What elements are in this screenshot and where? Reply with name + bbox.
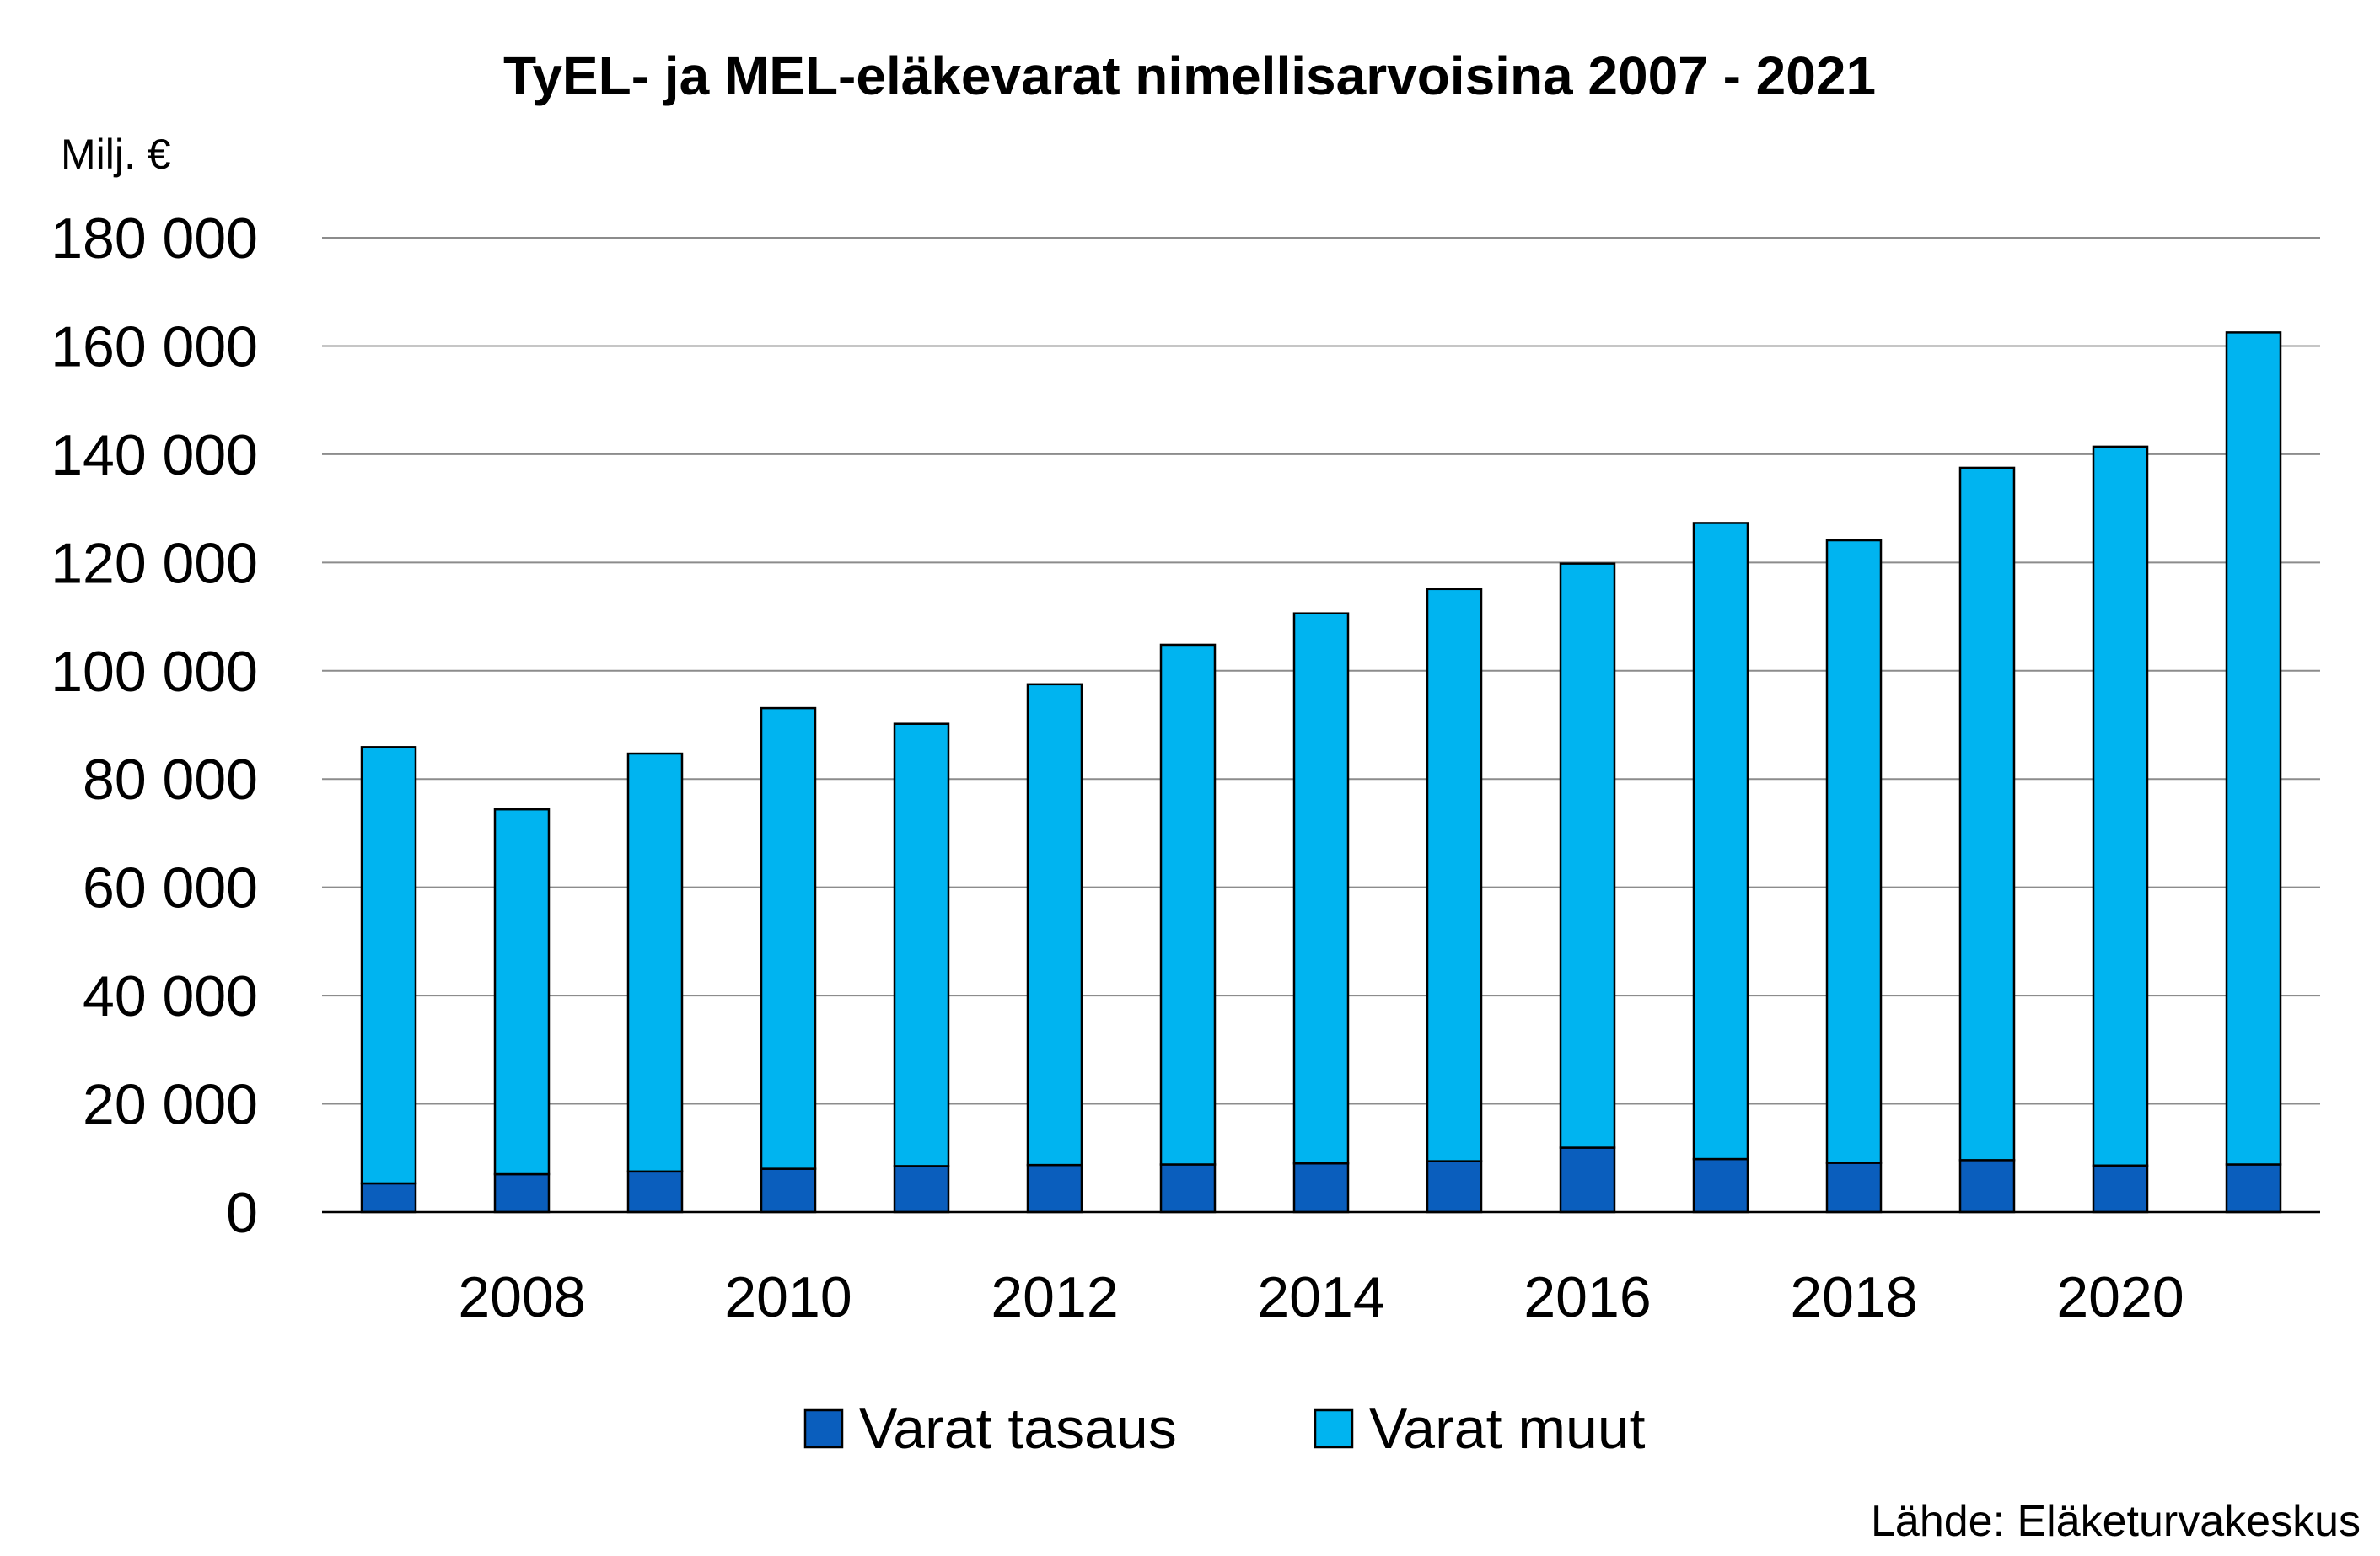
bar-varat-muut-2013 bbox=[1159, 643, 1217, 1166]
bar-varat-tasaus-2015 bbox=[1426, 1160, 1483, 1214]
bar-varat-muut-2011 bbox=[893, 722, 950, 1167]
bar-varat-muut-2015 bbox=[1426, 588, 1483, 1162]
bar-varat-muut-2017 bbox=[1692, 522, 1749, 1161]
source-note: Lähde: Eläketurvakeskus bbox=[1871, 1497, 2361, 1546]
y-tick-label: 160 000 bbox=[51, 314, 258, 378]
bar-varat-tasaus-2009 bbox=[626, 1170, 684, 1214]
bar-varat-muut-2008 bbox=[493, 808, 551, 1176]
x-tick-label: 2018 bbox=[1790, 1265, 1917, 1329]
bar-varat-muut-2010 bbox=[760, 706, 817, 1170]
y-tick-label: 100 000 bbox=[51, 640, 258, 704]
bar-varat-tasaus-2018 bbox=[1825, 1162, 1883, 1214]
bar-varat-muut-2021 bbox=[2225, 331, 2282, 1166]
bar-varat-muut-2007 bbox=[360, 746, 417, 1185]
bar-varat-muut-2018 bbox=[1825, 539, 1883, 1164]
bar-varat-tasaus-2019 bbox=[1958, 1159, 2016, 1214]
bar-varat-tasaus-2008 bbox=[493, 1172, 551, 1214]
bar-varat-tasaus-2012 bbox=[1026, 1163, 1083, 1214]
y-tick-label: 40 000 bbox=[83, 964, 258, 1028]
y-tick-label: 80 000 bbox=[83, 748, 258, 812]
bar-varat-muut-2020 bbox=[2092, 445, 2149, 1167]
bar-varat-muut-2019 bbox=[1958, 466, 2016, 1162]
unit-label: Milj. € bbox=[61, 131, 171, 178]
y-tick-label: 140 000 bbox=[51, 423, 258, 487]
legend-swatch-varat-muut bbox=[1314, 1408, 1354, 1449]
bar-varat-muut-2009 bbox=[626, 752, 684, 1173]
y-tick-label: 120 000 bbox=[51, 531, 258, 595]
bar-varat-tasaus-2016 bbox=[1559, 1146, 1616, 1214]
y-tick-label: 20 000 bbox=[83, 1073, 258, 1137]
x-tick-label: 2016 bbox=[1523, 1265, 1651, 1329]
x-axis-tick-labels: 2008 2010 2012 2014 2016 2018 2020 bbox=[458, 1265, 2184, 1329]
y-tick-label: 180 000 bbox=[51, 207, 258, 271]
bar-varat-muut-2012 bbox=[1026, 683, 1083, 1167]
y-axis-tick-labels: 0 20 000 40 000 60 000 80 000 100 000 120 000 1… bbox=[51, 207, 258, 1245]
legend-label-varat-tasaus: Varat tasaus bbox=[859, 1397, 1177, 1461]
legend-swatch-varat-tasaus bbox=[803, 1408, 844, 1449]
bar-varat-muut-2016 bbox=[1559, 562, 1616, 1149]
bar-varat-muut-2014 bbox=[1292, 612, 1350, 1165]
x-tick-label: 2020 bbox=[2056, 1265, 2184, 1329]
bars bbox=[360, 331, 2282, 1214]
bar-varat-tasaus-2014 bbox=[1292, 1162, 1350, 1214]
x-tick-label: 2012 bbox=[991, 1265, 1118, 1329]
bar-varat-tasaus-2013 bbox=[1159, 1163, 1217, 1214]
x-tick-label: 2008 bbox=[458, 1265, 585, 1329]
bar-varat-tasaus-2020 bbox=[2092, 1164, 2149, 1214]
y-tick-label: 0 bbox=[226, 1181, 258, 1245]
bar-varat-tasaus-2010 bbox=[760, 1167, 817, 1214]
bar-varat-tasaus-2007 bbox=[360, 1182, 417, 1214]
x-tick-label: 2014 bbox=[1257, 1265, 1384, 1329]
legend: Varat tasaus Varat muut bbox=[803, 1397, 1646, 1461]
y-tick-label: 60 000 bbox=[83, 856, 258, 920]
bar-varat-tasaus-2011 bbox=[893, 1165, 950, 1214]
bar-varat-tasaus-2021 bbox=[2225, 1163, 2282, 1214]
x-tick-label: 2010 bbox=[724, 1265, 852, 1329]
legend-label-varat-muut: Varat muut bbox=[1369, 1397, 1646, 1461]
bar-varat-tasaus-2017 bbox=[1692, 1157, 1749, 1214]
chart-title: TyEL- ja MEL-eläkevarat nimellisarvoisin… bbox=[503, 46, 1876, 106]
